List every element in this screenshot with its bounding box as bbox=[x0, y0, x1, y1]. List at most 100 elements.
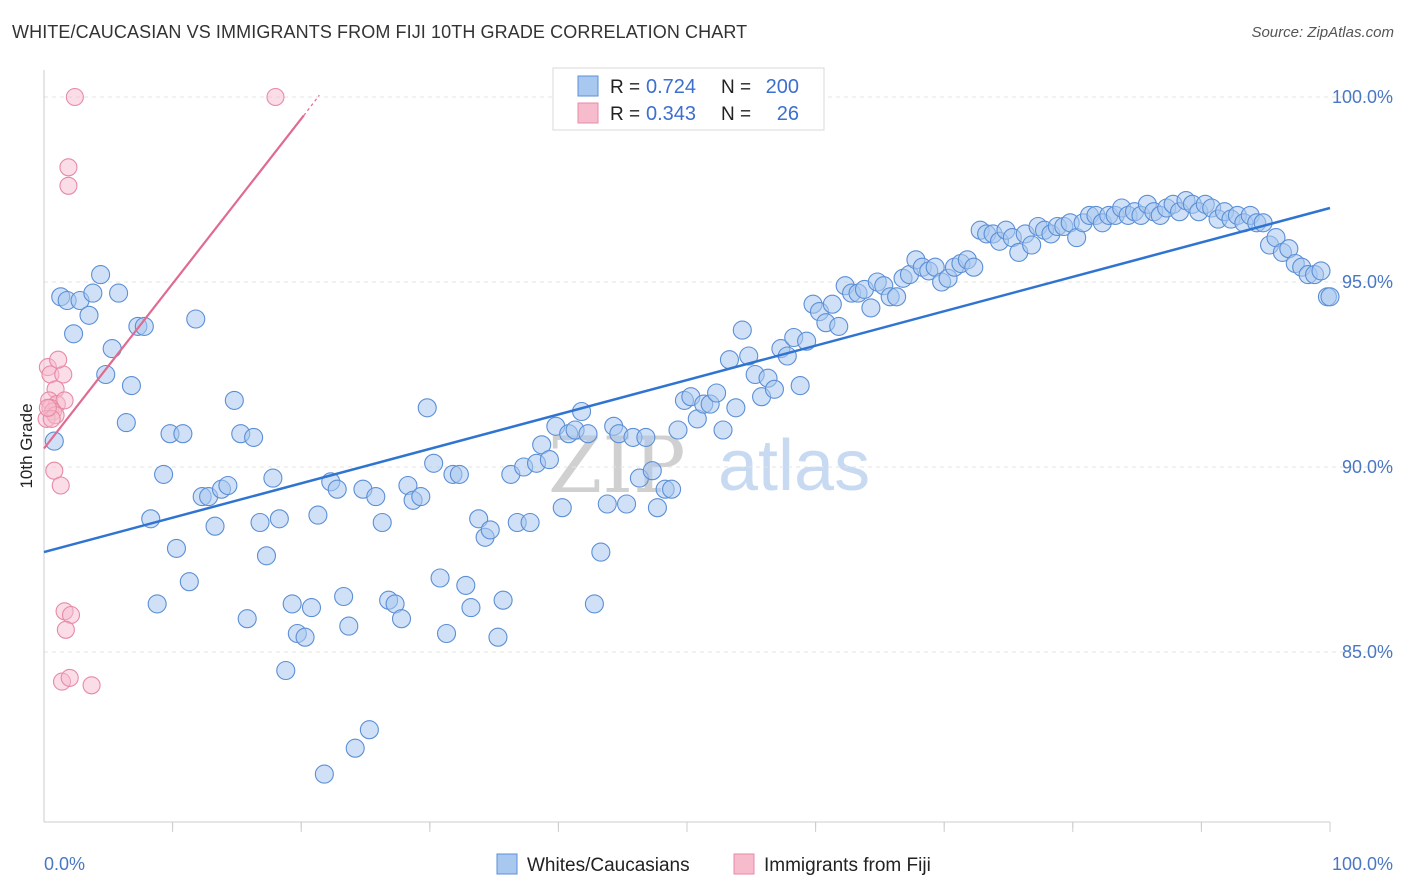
point-whites bbox=[295, 627, 315, 647]
point-whites bbox=[732, 320, 752, 340]
point-whites bbox=[713, 420, 733, 440]
point-whites bbox=[1253, 213, 1273, 233]
point-whites bbox=[1311, 261, 1331, 281]
point-whites bbox=[116, 413, 136, 433]
point-fiji bbox=[51, 476, 70, 495]
point-whites bbox=[96, 364, 116, 385]
point-whites bbox=[822, 294, 842, 314]
point-whites bbox=[64, 324, 84, 344]
point-whites bbox=[314, 764, 334, 784]
point-whites bbox=[584, 594, 604, 614]
stats-r-value: 0.724 bbox=[646, 76, 696, 98]
point-fiji bbox=[82, 676, 101, 695]
point-whites bbox=[186, 309, 206, 329]
point-whites bbox=[964, 257, 984, 277]
point-whites bbox=[480, 520, 500, 540]
point-fiji bbox=[266, 87, 285, 107]
point-whites bbox=[237, 609, 257, 629]
point-whites bbox=[345, 738, 365, 758]
point-whites bbox=[449, 464, 469, 484]
point-whites bbox=[597, 494, 617, 514]
point-fiji bbox=[55, 391, 74, 410]
legend-swatch-pink bbox=[733, 853, 755, 875]
point-whites bbox=[301, 598, 322, 618]
point-fiji bbox=[56, 620, 75, 639]
series-fiji bbox=[37, 87, 285, 695]
legend-swatch-blue bbox=[496, 853, 518, 875]
point-whites bbox=[276, 660, 296, 681]
point-whites bbox=[1320, 287, 1340, 307]
point-whites bbox=[1022, 235, 1042, 255]
point-whites bbox=[83, 283, 103, 303]
point-whites bbox=[642, 461, 662, 481]
trendline-fiji bbox=[43, 114, 305, 450]
y-tick-labels: 85.0% 90.0% 95.0% 100.0% bbox=[1332, 87, 1393, 662]
point-whites bbox=[205, 516, 225, 536]
point-whites bbox=[532, 435, 552, 455]
stats-r-label: R = bbox=[610, 104, 640, 125]
point-whites bbox=[224, 390, 244, 410]
point-whites bbox=[282, 594, 302, 614]
y-axis-label: 10th Grade bbox=[17, 403, 36, 488]
point-whites bbox=[391, 609, 412, 629]
y-tick-label: 95.0% bbox=[1342, 272, 1393, 292]
trendlines bbox=[43, 94, 1331, 554]
point-whites bbox=[790, 376, 810, 396]
point-whites bbox=[578, 424, 598, 444]
stats-r-value: 0.343 bbox=[646, 103, 696, 125]
stats-r-label: R = bbox=[610, 77, 640, 98]
y-tick-label: 90.0% bbox=[1342, 457, 1393, 477]
point-fiji bbox=[65, 87, 84, 107]
point-whites bbox=[154, 464, 174, 484]
point-fiji bbox=[60, 668, 79, 687]
point-whites bbox=[263, 468, 283, 488]
point-whites bbox=[256, 546, 277, 566]
stats-n-value: 26 bbox=[777, 103, 799, 125]
point-whites bbox=[359, 720, 379, 740]
series-whites bbox=[44, 191, 1340, 784]
point-whites bbox=[861, 298, 881, 318]
point-whites bbox=[647, 498, 667, 518]
point-whites bbox=[102, 339, 122, 359]
point-whites bbox=[829, 316, 849, 336]
point-whites bbox=[308, 505, 328, 525]
point-whites bbox=[488, 627, 508, 647]
legend-label-whites: Whites/Caucasians bbox=[527, 855, 690, 876]
point-whites bbox=[739, 346, 759, 366]
stats-legend: R = 0.724 N = 200 R = 0.343 N = 26 bbox=[552, 67, 825, 131]
x-tick-label: 0.0% bbox=[44, 854, 85, 874]
point-whites bbox=[339, 616, 359, 636]
point-whites bbox=[218, 475, 238, 496]
point-whites bbox=[461, 598, 481, 618]
point-whites bbox=[166, 538, 187, 558]
stats-n-value: 200 bbox=[766, 76, 799, 98]
point-whites bbox=[469, 509, 489, 529]
point-whites bbox=[424, 453, 444, 473]
stats-n-label: N = bbox=[721, 104, 751, 125]
point-fiji bbox=[49, 350, 68, 369]
point-whites bbox=[134, 316, 154, 336]
point-whites bbox=[552, 498, 572, 518]
chart-title: WHITE/CAUCASIAN VS IMMIGRANTS FROM FIJI … bbox=[12, 22, 748, 42]
point-whites bbox=[91, 265, 111, 285]
point-whites bbox=[726, 398, 746, 418]
point-fiji bbox=[59, 176, 78, 195]
point-whites bbox=[173, 424, 193, 444]
point-whites bbox=[887, 287, 907, 307]
point-whites bbox=[269, 509, 289, 529]
gridlines bbox=[44, 96, 1392, 653]
point-whites bbox=[591, 542, 611, 562]
stats-n-label: N = bbox=[721, 77, 751, 98]
x-tick-marks bbox=[172, 822, 1331, 832]
point-whites bbox=[571, 401, 592, 422]
trendline-fiji-extension bbox=[303, 94, 320, 116]
x-tick-labels: 0.0% 100.0% bbox=[44, 854, 1393, 874]
point-whites bbox=[520, 512, 540, 533]
legend-label-fiji: Immigrants from Fiji bbox=[764, 855, 931, 876]
y-tick-label: 85.0% bbox=[1342, 642, 1393, 662]
point-whites bbox=[109, 283, 129, 303]
point-whites bbox=[662, 479, 682, 499]
point-whites bbox=[493, 590, 513, 610]
point-whites bbox=[456, 575, 476, 595]
